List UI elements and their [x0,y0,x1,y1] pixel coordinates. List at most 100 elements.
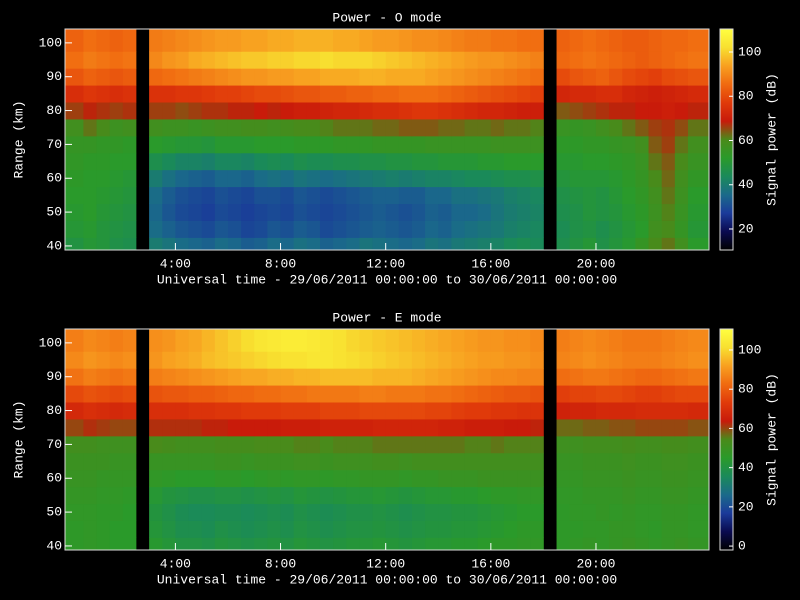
heatmap-cell [490,486,505,505]
x-tick-label: 12:00 [366,556,405,571]
heatmap-cell [464,469,479,488]
plot-frame [64,328,710,551]
heatmap-cell [385,203,400,221]
heatmap-cell [464,51,479,69]
heatmap-cell [83,152,97,171]
heatmap-cell [96,537,111,551]
heatmap-cell [109,169,124,188]
heatmap-cell [648,85,663,103]
heatmap-cell [477,169,492,188]
heatmap-cell [293,402,308,420]
heatmap-cell [359,385,373,403]
heatmap-cell [267,329,281,352]
heatmap-cell [490,351,505,369]
heatmap-cell [201,368,216,386]
heatmap-cell [595,102,610,120]
heatmap-cell [490,203,505,221]
heatmap-cell [214,329,229,352]
heatmap-cell [372,385,387,403]
heatmap-cell [149,402,163,420]
y-axis-label: Range (km) [11,400,26,478]
heatmap-cell [83,186,97,205]
heatmap-cell [254,51,268,69]
colorbar [719,328,734,551]
heatmap-cell [517,452,531,471]
heatmap-cell [280,152,295,171]
heatmap-cell [674,520,689,538]
heatmap-cell [464,419,479,437]
heatmap-cell [635,329,649,352]
heatmap-cell [109,102,124,120]
heatmap-cell [267,486,281,505]
heatmap-cell [96,385,111,403]
heatmap-cell [65,169,84,188]
heatmap-cell [267,435,281,454]
heatmap-cell [477,102,492,120]
heatmap-cell [149,51,163,69]
heatmap-cell [398,385,413,403]
heatmap-cell [214,452,229,471]
heatmap-cell [451,452,465,471]
heatmap-cell [333,452,347,471]
heatmap-cell [464,186,479,205]
heatmap-cell [595,503,610,521]
heatmap-cell [175,329,189,352]
heatmap-cell [385,435,400,454]
heatmap-cell [503,135,518,154]
heatmap-cell [503,169,518,188]
heatmap-cell [83,537,97,551]
y-tick-label: 60 [46,171,62,186]
heatmap-cell [280,186,295,205]
heatmap-cell [319,537,334,551]
heatmap-cell [65,186,84,205]
heatmap-cell [425,119,439,137]
heatmap-cell [398,186,413,205]
heatmap-cell [674,85,689,103]
heatmap-cell [569,68,584,86]
heatmap-cell [530,329,544,352]
colorbar-tick-label: 40 [738,460,754,475]
plot-frame [64,28,710,251]
heatmap-cell [398,419,413,437]
heatmap-cell [411,503,426,521]
heatmap-cell [109,51,124,69]
heatmap-cell [372,186,387,205]
heatmap-cell [556,237,571,251]
heatmap-cell [346,135,360,154]
heatmap-cell [214,469,229,488]
heatmap-cell [490,169,505,188]
heatmap-cell [503,186,518,205]
heatmap-cell [503,435,518,454]
heatmap-cell [477,152,492,171]
heatmap-cell [425,68,439,86]
heatmap-cell [490,186,505,205]
heatmap-cell [438,435,452,454]
heatmap-cell [569,51,584,69]
heatmap-cell [175,520,189,538]
heatmap-cell [609,329,623,352]
heatmap-cell [438,385,452,403]
heatmap-cell [149,385,163,403]
heatmap-cell [306,329,321,352]
heatmap-cell [674,435,689,454]
heatmap-cell [254,520,268,538]
heatmap-cell [149,469,163,488]
heatmap-cell [306,402,321,420]
heatmap-cell [280,237,295,251]
heatmap-cell [411,51,426,69]
heatmap-cell [293,520,308,538]
heatmap-cell [162,329,176,352]
heatmap-cell [411,186,426,205]
heatmap-cell [65,220,84,238]
heatmap-cell [201,385,216,403]
heatmap-cell [425,135,439,154]
heatmap-cell [306,503,321,521]
heatmap-cell [372,368,387,386]
heatmap-cell [648,452,663,471]
heatmap-cell [595,368,610,386]
heatmap-cell [411,237,426,251]
heatmap-cell [319,220,334,238]
heatmap-cell [609,135,623,154]
heatmap-cell [490,503,505,521]
heatmap-cell [648,169,663,188]
